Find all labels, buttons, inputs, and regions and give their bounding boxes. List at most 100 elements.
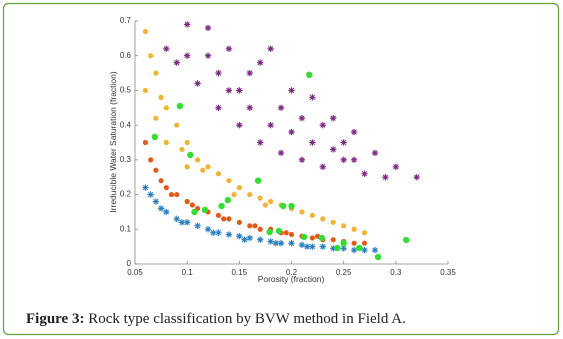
dot-point <box>266 228 273 236</box>
star-point <box>319 121 326 129</box>
star-point <box>163 45 170 52</box>
star-point <box>267 238 274 245</box>
dot-point <box>218 202 225 210</box>
star-point <box>277 104 285 111</box>
dot-point <box>176 102 184 110</box>
y-axis-label: Irreducible Water Saturation (fraction) <box>108 71 118 213</box>
star-point <box>277 239 285 247</box>
star-point <box>241 236 248 243</box>
star-point <box>330 115 337 122</box>
circle-point <box>226 216 232 222</box>
circle-point <box>163 185 169 191</box>
star-point <box>147 191 154 198</box>
star-point <box>350 246 358 254</box>
dot-point <box>187 151 194 159</box>
star-point <box>413 174 420 181</box>
x-tick-label: 0.1 <box>182 268 194 277</box>
circle-point <box>142 28 149 35</box>
dot-point <box>356 244 363 252</box>
star-point <box>298 241 306 249</box>
circle-point <box>247 223 253 229</box>
star-point <box>272 239 280 247</box>
circle-point <box>299 209 305 215</box>
circle-point <box>309 212 315 218</box>
star-point <box>142 184 149 191</box>
dot-point <box>191 208 198 216</box>
star-point <box>257 59 264 66</box>
star-point <box>340 156 347 164</box>
circle-point <box>320 216 326 222</box>
x-axis-label: Porosity (fraction) <box>258 274 325 284</box>
circle-point <box>361 240 368 246</box>
plot: 0 0.1 0.2 0.3 0.4 0.5 0.6 0.7 0.05 0.1 0.15 0.2 0.25… <box>120 16 456 277</box>
star-point <box>309 139 316 146</box>
star-point <box>194 222 201 230</box>
star-point <box>173 215 180 223</box>
y-tick-label: 0.4 <box>120 120 132 129</box>
star-point <box>330 146 337 153</box>
star-point <box>319 163 326 170</box>
circle-point <box>189 202 195 208</box>
star-point <box>371 246 379 254</box>
circle-point <box>174 191 180 198</box>
star-point <box>236 121 243 129</box>
x-tick-label: 0.05 <box>127 268 143 277</box>
star-point <box>204 52 212 59</box>
y-tick-label: 0.2 <box>120 190 132 199</box>
star-point <box>257 139 264 146</box>
circle-point <box>351 240 357 246</box>
circle-point <box>142 87 149 94</box>
dot-point <box>224 196 232 204</box>
circle-point <box>174 122 180 128</box>
circle-point <box>247 191 253 198</box>
star-point <box>257 236 264 243</box>
circle-point <box>341 223 347 229</box>
caption-label: Figure 3: <box>26 311 84 327</box>
caption: Figure 3: Rock type classification by BV… <box>26 311 406 327</box>
circle-point <box>221 216 227 222</box>
star-point <box>340 139 347 146</box>
star-point <box>236 87 243 94</box>
star-point <box>340 245 347 252</box>
star-point <box>236 233 243 240</box>
y-tick-label: 0.5 <box>120 86 132 95</box>
circle-point <box>184 164 190 170</box>
circle-point <box>215 171 222 177</box>
circle-point <box>148 157 154 163</box>
circle-point <box>236 219 242 225</box>
star-point <box>288 128 295 136</box>
star-point <box>350 128 358 136</box>
dot-point <box>334 244 341 252</box>
star-point <box>204 226 212 233</box>
circle-point <box>268 198 274 205</box>
star-point <box>288 239 295 247</box>
star-point <box>330 245 337 252</box>
star-point <box>246 104 253 111</box>
circle-point <box>163 139 169 146</box>
dot-point <box>151 133 159 141</box>
dot-point <box>300 233 308 241</box>
star-point <box>194 80 201 87</box>
circle-point <box>163 105 169 111</box>
star-point <box>183 21 191 28</box>
y-tick-label: 0.7 <box>120 16 132 25</box>
star-point <box>163 208 170 216</box>
circle-point <box>283 230 289 236</box>
dot-point <box>279 202 287 210</box>
dot-point <box>254 177 262 184</box>
dot-point <box>275 227 283 235</box>
star-point <box>183 219 191 226</box>
star-point <box>298 115 306 122</box>
star-point <box>178 219 186 226</box>
circle-point <box>153 70 159 76</box>
star-point <box>173 59 180 66</box>
circle-point <box>262 202 269 208</box>
star-point <box>215 229 222 236</box>
circle-point <box>200 167 206 173</box>
circle-point <box>215 212 222 218</box>
star-point <box>309 94 316 101</box>
dot-point <box>403 236 410 244</box>
circle-point <box>179 146 185 153</box>
star-point <box>183 52 191 59</box>
